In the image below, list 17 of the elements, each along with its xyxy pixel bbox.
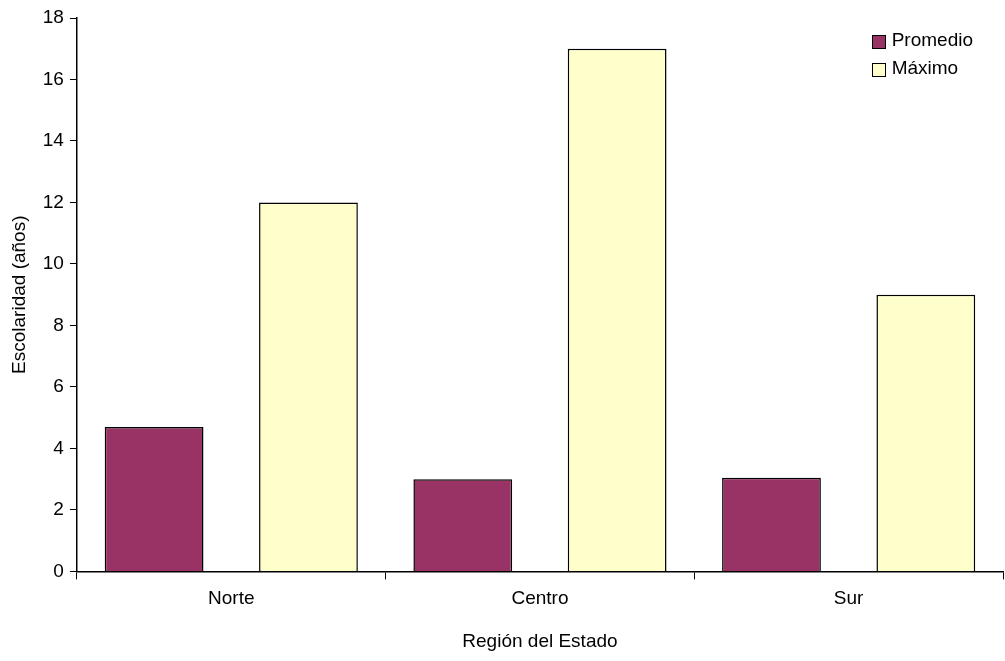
y-tick-label: 6 xyxy=(53,375,64,397)
legend-label: Máximo xyxy=(891,57,959,79)
y-tick-label: 14 xyxy=(42,129,65,151)
y-tick-label: 4 xyxy=(53,436,65,458)
x-tick-label: Centro xyxy=(511,587,569,609)
y-tick-label: 8 xyxy=(53,313,64,335)
y-tick-label: 0 xyxy=(53,559,64,581)
x-tick-label: Sur xyxy=(833,587,865,609)
x-tick-label: Norte xyxy=(208,587,255,609)
y-tick-label: 10 xyxy=(42,252,64,274)
y-tick-label: 2 xyxy=(53,498,64,520)
y-axis-title: Escolaridad (años) xyxy=(7,215,29,374)
legend-label: Promedio xyxy=(891,29,973,51)
y-tick-label: 18 xyxy=(42,6,64,28)
x-axis-title: Región del Estado xyxy=(462,629,618,651)
y-tick-label: 12 xyxy=(42,190,64,212)
y-tick-label: 16 xyxy=(42,67,64,89)
